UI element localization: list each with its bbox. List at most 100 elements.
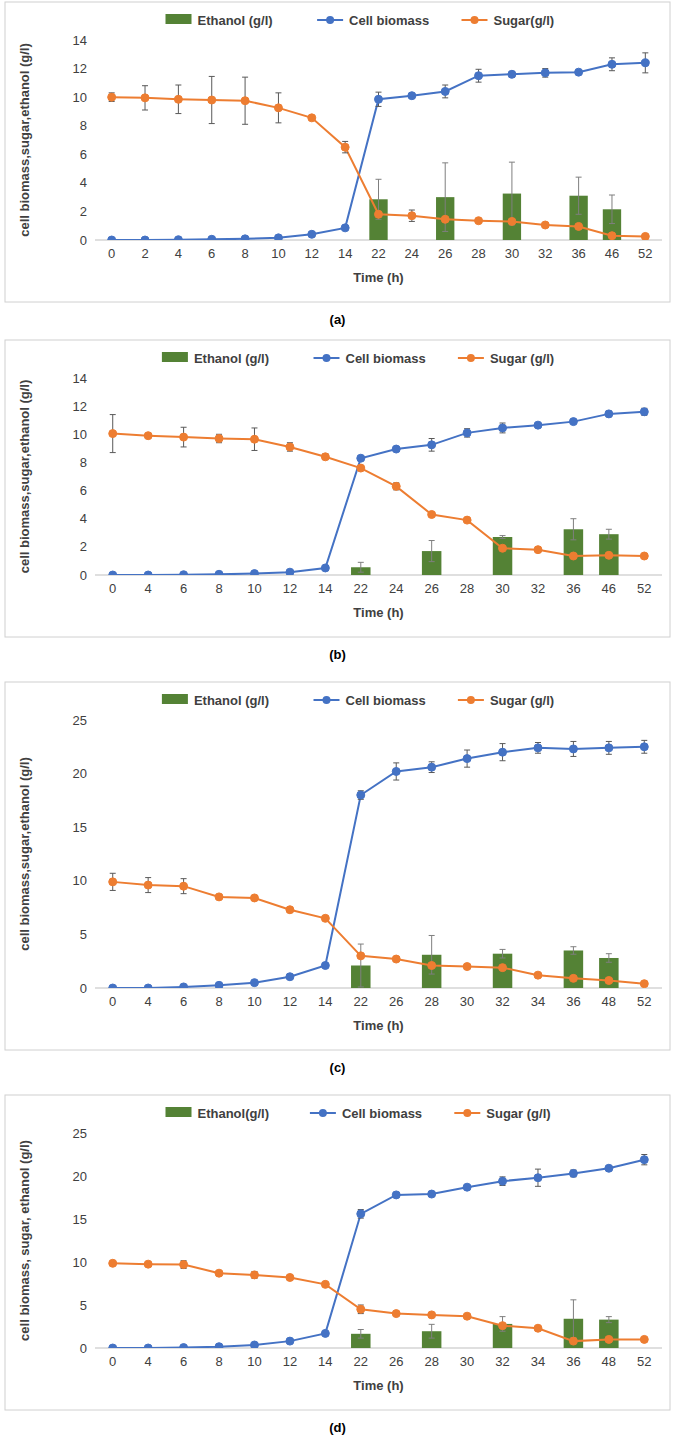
marker	[241, 97, 249, 105]
x-tick-label: 0	[108, 246, 115, 261]
marker	[641, 232, 649, 240]
marker	[499, 424, 507, 432]
marker	[392, 1191, 400, 1199]
legend-label: Sugar(g/l)	[494, 13, 555, 28]
x-tick-label: 12	[283, 994, 297, 1009]
error-bar	[110, 415, 116, 453]
x-tick-label: 14	[338, 246, 352, 261]
y-axis-label: cell biomass,sugar,ethanol (g/l)	[17, 380, 32, 574]
error-bar	[109, 93, 115, 102]
error-bar	[542, 69, 548, 78]
marker	[180, 571, 188, 575]
error-bar	[500, 536, 506, 539]
error-bar	[570, 519, 576, 540]
bar	[493, 954, 512, 988]
legend-swatch	[166, 14, 192, 24]
y-tick	[92, 720, 95, 721]
panel-frame	[5, 2, 670, 302]
marker	[144, 881, 152, 889]
x-tick-label: 26	[389, 994, 403, 1009]
y-tick	[92, 934, 95, 935]
legend-label: Sugar (g/l)	[486, 1106, 550, 1121]
line	[113, 434, 645, 556]
x-tick-label: 26	[438, 246, 452, 261]
legend-label: Ethanol (g/l)	[198, 13, 273, 28]
marker	[605, 976, 613, 984]
x-tick-label: 48	[602, 1354, 616, 1369]
marker	[608, 60, 616, 68]
marker	[463, 1312, 471, 1320]
y-tick	[92, 1262, 95, 1263]
marker	[208, 235, 216, 240]
y-tick	[92, 154, 95, 155]
legend-label: Cell biomass	[342, 1106, 422, 1121]
marker	[534, 546, 542, 554]
marker	[508, 217, 516, 225]
error-bar	[500, 949, 506, 958]
marker	[463, 963, 471, 971]
marker	[375, 95, 383, 103]
marker	[286, 1337, 294, 1345]
marker	[608, 232, 616, 240]
y-tick	[92, 880, 95, 881]
y-tick	[92, 182, 95, 183]
x-tick-label: 34	[531, 1354, 545, 1369]
marker	[463, 516, 471, 524]
marker	[321, 961, 329, 969]
y-tick-label: 25	[73, 1126, 87, 1141]
figure: 0246810121402468101214222426283032364652…	[0, 0, 685, 1444]
error-bar	[609, 58, 615, 71]
x-tick-label: 52	[637, 1354, 651, 1369]
marker	[180, 983, 188, 988]
marker	[141, 236, 149, 240]
legend-swatch	[319, 1109, 327, 1117]
marker	[605, 1164, 613, 1172]
error-bar	[358, 1210, 364, 1219]
y-tick	[92, 211, 95, 212]
marker	[357, 464, 365, 472]
line	[113, 412, 645, 575]
marker	[144, 1344, 152, 1348]
x-tick-label: 52	[638, 246, 652, 261]
marker	[569, 1337, 577, 1345]
marker	[392, 482, 400, 490]
marker	[174, 236, 182, 240]
marker	[475, 72, 483, 80]
error-bar	[570, 1170, 576, 1177]
legend-label: Sugar (g/l)	[490, 693, 554, 708]
marker	[569, 745, 577, 753]
marker	[250, 979, 258, 987]
error-bar	[429, 541, 435, 562]
marker	[428, 961, 436, 969]
marker	[180, 1261, 188, 1269]
y-tick	[92, 827, 95, 828]
error-bar	[464, 429, 470, 437]
x-tick-label: 4	[175, 246, 182, 261]
marker	[109, 1259, 117, 1267]
error-bar	[376, 179, 382, 219]
y-tick	[92, 462, 95, 463]
error-bar	[641, 408, 647, 415]
marker	[640, 1335, 648, 1343]
y-tick-label: 10	[73, 873, 87, 888]
marker	[575, 222, 583, 230]
marker	[321, 1329, 329, 1337]
plot-area	[109, 408, 649, 575]
legend-swatch	[467, 354, 475, 362]
legend-swatch	[166, 1107, 192, 1117]
x-tick-label: 24	[405, 246, 419, 261]
error-bar	[606, 529, 612, 539]
error-bar	[535, 743, 541, 754]
marker	[475, 217, 483, 225]
y-tick	[92, 125, 95, 126]
marker	[321, 1280, 329, 1288]
y-tick-label: 10	[73, 90, 87, 105]
marker	[441, 215, 449, 223]
x-tick-label: 36	[566, 581, 580, 596]
x-tick-label: 4	[145, 581, 152, 596]
y-tick-label: 0	[80, 1341, 87, 1356]
x-tick-label: 6	[208, 246, 215, 261]
marker	[109, 571, 117, 575]
legend-label: Cell biomass	[346, 693, 426, 708]
y-tick	[92, 1219, 95, 1220]
